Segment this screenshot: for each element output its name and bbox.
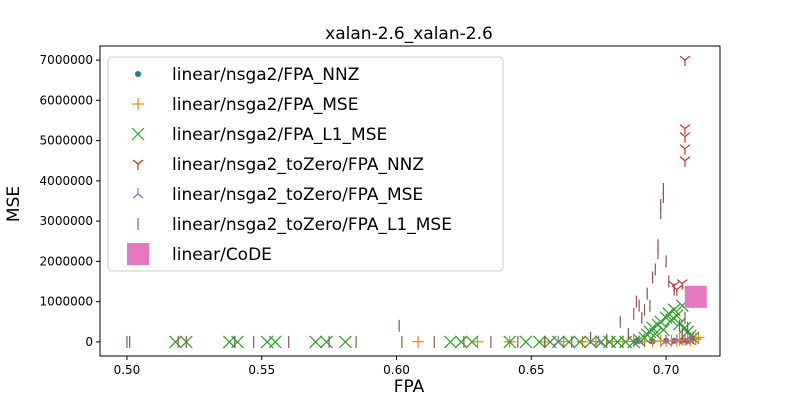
y-tick-label: 4000000 <box>40 174 93 188</box>
data-point <box>503 335 517 349</box>
data-point <box>633 335 645 346</box>
data-point <box>679 333 691 344</box>
legend-marker <box>132 159 144 170</box>
series-linear-code <box>684 285 707 308</box>
legend-entry: linear/nsga2/FPA_L1_MSE <box>131 125 387 145</box>
data-point <box>465 335 479 349</box>
data-point <box>656 323 670 337</box>
y-tick-label: 0 <box>85 335 93 349</box>
legend-marker <box>132 188 144 199</box>
data-point <box>309 335 323 349</box>
series-linear-nsga2-tozero-fpa-mse <box>552 333 696 347</box>
x-tick-label: 0.50 <box>114 363 141 377</box>
y-tick-label: 6000000 <box>40 93 93 107</box>
legend-label: linear/nsga2/FPA_NNZ <box>172 65 359 85</box>
legend-label: linear/CoDE <box>172 245 272 265</box>
legend-entry: linear/nsga2_toZero/FPA_L1_MSE <box>137 215 452 235</box>
y-tick-label: 1000000 <box>40 295 93 309</box>
data-point <box>444 335 457 349</box>
data-point <box>670 309 684 323</box>
data-point <box>606 335 619 348</box>
data-point <box>679 132 691 143</box>
data-point <box>692 331 705 344</box>
data-point <box>678 321 692 335</box>
y-tick-label: 3000000 <box>40 214 93 228</box>
x-tick-label: 0.70 <box>653 363 680 377</box>
data-point <box>169 335 182 349</box>
x-tick-label: 0.55 <box>248 363 275 377</box>
data-point <box>660 335 672 346</box>
x-tick-label: 0.60 <box>383 363 410 377</box>
data-point <box>573 335 587 349</box>
data-point <box>590 335 602 348</box>
legend-entry: linear/nsga2/FPA_NNZ <box>135 65 359 85</box>
data-point <box>676 279 688 290</box>
data-point <box>412 335 425 348</box>
legend-label: linear/nsga2_toZero/FPA_NNZ <box>172 155 424 175</box>
data-point <box>648 327 662 341</box>
data-point <box>320 335 333 349</box>
y-tick-label: 7000000 <box>40 53 93 67</box>
data-point <box>557 335 570 348</box>
legend-entry: linear/nsga2_toZero/FPA_MSE <box>132 185 423 205</box>
data-point <box>231 335 244 349</box>
y-axis-label: MSE <box>4 186 24 222</box>
legend-label: linear/nsga2_toZero/FPA_L1_MSE <box>172 215 452 235</box>
data-point <box>471 335 484 348</box>
data-point <box>338 335 352 349</box>
chart-title: xalan-2.6_xalan-2.6 <box>325 24 493 44</box>
legend-entry: linear/nsga2/FPA_MSE <box>132 95 358 115</box>
data-point <box>454 335 468 349</box>
legend-label: linear/nsga2/FPA_MSE <box>172 95 358 115</box>
y-tick-label: 5000000 <box>40 134 93 148</box>
data-point <box>665 313 678 327</box>
y-tick-label: 2000000 <box>40 254 93 268</box>
legend-label: linear/nsga2/FPA_L1_MSE <box>172 125 387 145</box>
data-point <box>593 335 605 347</box>
plot-frame <box>99 45 721 357</box>
plot-markers <box>126 55 707 349</box>
data-point <box>679 124 691 135</box>
legend: linear/nsga2/FPA_NNZ linear/nsga2/FPA_MSE… <box>107 56 504 272</box>
legend-entry: linear/CoDE <box>127 243 272 265</box>
data-point <box>679 144 691 155</box>
y-axis-ticks: 0 1000000 2000000 3000000 4000000 5000000 6000… <box>40 53 100 349</box>
legend-entry: linear/nsga2_toZero/FPA_NNZ <box>132 155 424 175</box>
data-point <box>532 335 546 349</box>
data-point <box>684 285 707 308</box>
data-point <box>679 55 691 67</box>
legend-label: linear/nsga2_toZero/FPA_MSE <box>172 185 423 205</box>
x-axis-label: FPA <box>394 377 425 397</box>
legend-marker <box>132 98 144 110</box>
x-tick-label: 0.65 <box>518 363 545 377</box>
data-point <box>562 335 576 349</box>
series-linear-nsga2-tozero-fpa-l1-mse <box>126 182 694 348</box>
data-point <box>552 335 564 347</box>
series-linear-nsga2-tozero-fpa-nnz <box>668 55 691 296</box>
legend-marker <box>135 71 141 77</box>
data-point <box>671 334 683 345</box>
x-axis-ticks: 0.50 0.55 0.60 0.65 0.70 <box>114 356 680 377</box>
data-point <box>616 335 629 348</box>
data-point <box>576 335 589 348</box>
data-point <box>519 335 533 349</box>
data-point <box>268 335 282 349</box>
legend-marker <box>131 127 145 141</box>
legend-marker <box>127 243 149 265</box>
data-point <box>679 156 691 167</box>
legend-box <box>107 56 504 272</box>
